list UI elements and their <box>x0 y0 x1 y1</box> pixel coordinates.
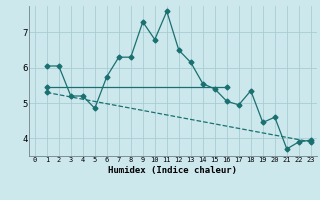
X-axis label: Humidex (Indice chaleur): Humidex (Indice chaleur) <box>108 166 237 175</box>
